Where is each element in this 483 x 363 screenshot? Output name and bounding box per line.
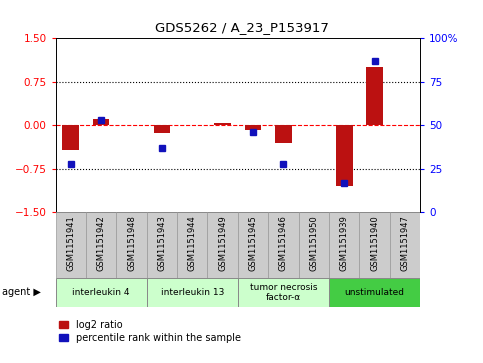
Bar [329, 278, 420, 307]
Text: GSM1151946: GSM1151946 [279, 216, 288, 272]
Text: GSM1151944: GSM1151944 [188, 216, 197, 272]
Bar [116, 212, 147, 278]
Bar [214, 123, 231, 125]
Bar [93, 119, 110, 125]
Text: GSM1151939: GSM1151939 [340, 216, 349, 272]
Text: agent ▶: agent ▶ [2, 287, 41, 297]
Bar [62, 125, 79, 150]
Text: GSM1151948: GSM1151948 [127, 216, 136, 272]
Text: GSM1151945: GSM1151945 [249, 216, 257, 272]
Text: interleukin 13: interleukin 13 [161, 288, 224, 297]
Bar [154, 125, 170, 133]
Text: interleukin 4: interleukin 4 [72, 288, 130, 297]
Text: GSM1151940: GSM1151940 [370, 216, 379, 272]
Bar [366, 67, 383, 125]
Text: unstimulated: unstimulated [345, 288, 405, 297]
Bar [275, 125, 292, 143]
Bar [208, 212, 238, 278]
Text: tumor necrosis
factor-α: tumor necrosis factor-α [250, 282, 317, 302]
Bar [147, 278, 238, 307]
Bar [329, 212, 359, 278]
Text: GSM1151942: GSM1151942 [97, 216, 106, 272]
Bar [56, 278, 147, 307]
Text: GSM1151941: GSM1151941 [66, 216, 75, 272]
Bar [56, 212, 86, 278]
Text: GSM1151947: GSM1151947 [400, 216, 410, 272]
Bar [245, 125, 261, 130]
Bar [268, 212, 298, 278]
Bar [177, 212, 208, 278]
Legend: log2 ratio, percentile rank within the sample: log2 ratio, percentile rank within the s… [56, 316, 245, 347]
Bar [336, 125, 353, 186]
Bar [147, 212, 177, 278]
Text: GSM1151943: GSM1151943 [157, 216, 167, 272]
Bar [238, 212, 268, 278]
Text: GDS5262 / A_23_P153917: GDS5262 / A_23_P153917 [155, 21, 328, 34]
Text: GSM1151949: GSM1151949 [218, 216, 227, 272]
Bar [390, 212, 420, 278]
Bar [359, 212, 390, 278]
Text: GSM1151950: GSM1151950 [309, 216, 318, 272]
Bar [298, 212, 329, 278]
Bar [238, 278, 329, 307]
Bar [86, 212, 116, 278]
